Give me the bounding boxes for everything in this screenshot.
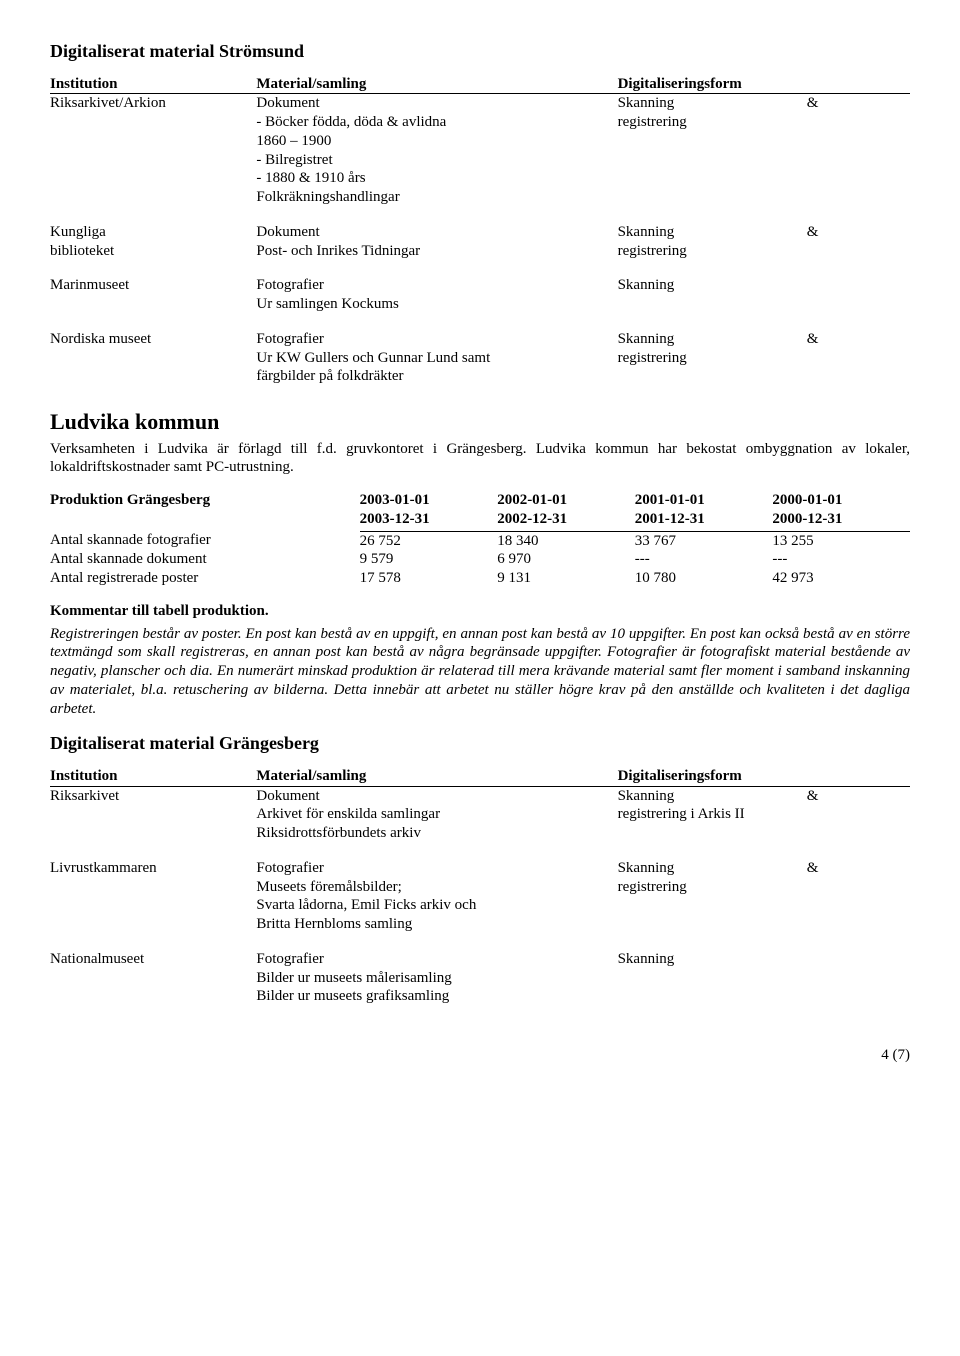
- cell-material: FotografierMuseets föremålsbilder;Svarta…: [256, 859, 617, 950]
- cell-institution: Riksarkivet/Arkion: [50, 94, 256, 223]
- cell-form: Skanningregistrering: [618, 223, 807, 277]
- cell-amp: [807, 950, 910, 1006]
- heading-stromsund: Digitaliserat material Strömsund: [50, 40, 910, 63]
- cell-amp: &: [807, 786, 910, 859]
- prod-label: Antal skannade dokument: [50, 550, 360, 569]
- th-institution: Institution: [50, 75, 256, 94]
- cell-form: Skanningregistrering i Arkis II: [618, 786, 807, 859]
- table-stromsund: Institution Material/samling Digitaliser…: [50, 75, 910, 387]
- table-row: MarinmuseetFotografierUr samlingen Kocku…: [50, 276, 910, 330]
- cell-material: DokumentArkivet för enskilda samlingarRi…: [256, 786, 617, 859]
- cell-institution: Livrustkammaren: [50, 859, 256, 950]
- prod-val: 42 973: [772, 569, 910, 588]
- th-form: Digitaliseringsform: [618, 75, 807, 94]
- th-amp-2: [807, 767, 910, 786]
- table-produktion: Produktion Grängesberg 2003-01-01 2002-0…: [50, 491, 910, 588]
- prod-title: Produktion Grängesberg: [50, 491, 360, 531]
- cell-material: FotografierBilder ur museets målerisamli…: [256, 950, 617, 1006]
- prod-year-3-top: 2000-01-01: [772, 491, 910, 510]
- prod-val: 17 578: [360, 569, 498, 588]
- cell-form: Skanning: [618, 950, 807, 1006]
- table-row: NationalmuseetFotografierBilder ur musee…: [50, 950, 910, 1006]
- prod-val: ---: [772, 550, 910, 569]
- kommentar-title: Kommentar till tabell produktion.: [50, 603, 269, 619]
- heading-grangesberg: Digitaliserat material Grängesberg: [50, 732, 910, 755]
- cell-material: Dokument- Böcker födda, döda & avlidna18…: [256, 94, 617, 223]
- prod-year-0-bottom: 2003-12-31: [360, 510, 498, 531]
- prod-val: 33 767: [635, 531, 773, 550]
- prod-year-2-top: 2001-01-01: [635, 491, 773, 510]
- table-row: Riksarkivet/ArkionDokument- Böcker födda…: [50, 94, 910, 223]
- cell-amp: &: [807, 223, 910, 277]
- table-grangesberg: Institution Material/samling Digitaliser…: [50, 767, 910, 1006]
- page-number: 4 (7): [50, 1046, 910, 1065]
- cell-amp: &: [807, 330, 910, 386]
- th-form-2: Digitaliseringsform: [618, 767, 807, 786]
- table-row: KungligabiblioteketDokumentPost- och Inr…: [50, 223, 910, 277]
- table-row: LivrustkammarenFotografierMuseets föremå…: [50, 859, 910, 950]
- cell-form: Skanningregistrering: [618, 859, 807, 950]
- cell-amp: &: [807, 94, 910, 223]
- cell-material: FotografierUr KW Gullers och Gunnar Lund…: [256, 330, 617, 386]
- th-institution-2: Institution: [50, 767, 256, 786]
- prod-val: 26 752: [360, 531, 498, 550]
- cell-material: FotografierUr samlingen Kockums: [256, 276, 617, 330]
- cell-amp: [807, 276, 910, 330]
- para-ludvika: Verksamheten i Ludvika är förlagd till f…: [50, 440, 910, 478]
- cell-material: DokumentPost- och Inrikes Tidningar: [256, 223, 617, 277]
- th-amp: [807, 75, 910, 94]
- table-row: Antal registrerade poster17 578 9 13110 …: [50, 569, 910, 588]
- prod-year-1-bottom: 2002-12-31: [497, 510, 635, 531]
- prod-year-2-bottom: 2001-12-31: [635, 510, 773, 531]
- prod-val: 6 970: [497, 550, 635, 569]
- prod-val: 10 780: [635, 569, 773, 588]
- cell-institution: Kungligabiblioteket: [50, 223, 256, 277]
- cell-form: Skanningregistrering: [618, 330, 807, 386]
- th-material-2: Material/samling: [256, 767, 617, 786]
- prod-val: 9 579: [360, 550, 498, 569]
- cell-institution: Riksarkivet: [50, 786, 256, 859]
- table-row: Antal skannade fotografier26 75218 34033…: [50, 531, 910, 550]
- prod-val: 13 255: [772, 531, 910, 550]
- table-row: Antal skannade dokument 9 579 6 970-----…: [50, 550, 910, 569]
- prod-year-3-bottom: 2000-12-31: [772, 510, 910, 531]
- prod-val: 9 131: [497, 569, 635, 588]
- prod-year-0-top: 2003-01-01: [360, 491, 498, 510]
- table-row: Nordiska museetFotografierUr KW Gullers …: [50, 330, 910, 386]
- cell-institution: Nationalmuseet: [50, 950, 256, 1006]
- prod-val: ---: [635, 550, 773, 569]
- heading-ludvika: Ludvika kommun: [50, 408, 910, 436]
- cell-form: Skanning: [618, 276, 807, 330]
- prod-val: 18 340: [497, 531, 635, 550]
- th-material: Material/samling: [256, 75, 617, 94]
- cell-institution: Marinmuseet: [50, 276, 256, 330]
- kommentar-text: Registreringen består av poster. En post…: [50, 625, 910, 719]
- kommentar-block: Kommentar till tabell produktion. Regist…: [50, 602, 910, 719]
- prod-label: Antal registrerade poster: [50, 569, 360, 588]
- cell-amp: &: [807, 859, 910, 950]
- prod-year-1-top: 2002-01-01: [497, 491, 635, 510]
- cell-institution: Nordiska museet: [50, 330, 256, 386]
- prod-label: Antal skannade fotografier: [50, 531, 360, 550]
- table-row: RiksarkivetDokumentArkivet för enskilda …: [50, 786, 910, 859]
- cell-form: Skanningregistrering: [618, 94, 807, 223]
